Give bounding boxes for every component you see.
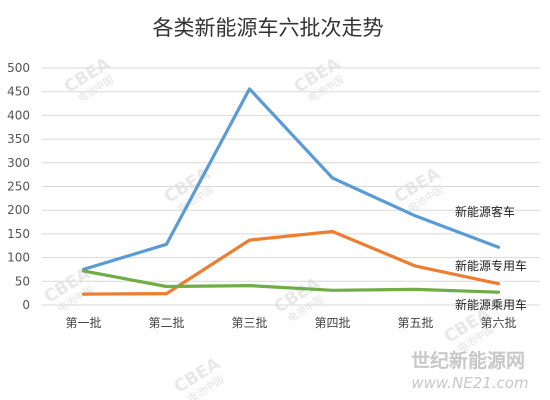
corner-watermark-title: 世纪新能源网: [411, 349, 525, 372]
y-tick-label: 200: [7, 203, 30, 217]
series-label-3: 新能源乘用车: [455, 297, 527, 312]
corner-watermark: 世纪新能源网 www.NE21.com: [411, 349, 529, 392]
y-tick-label: 100: [7, 251, 30, 265]
y-tick-label: 300: [7, 156, 30, 170]
series-label-1: 新能源客车: [455, 204, 515, 219]
grid-layer: [42, 67, 540, 306]
x-axis: 第一批 第二批 第三批 第四批 第五批 第六批: [65, 315, 516, 330]
y-tick-label: 500: [7, 61, 30, 75]
y-tick-label: 250: [7, 180, 30, 194]
series-line-1: [81, 87, 501, 271]
x-category-label: 第二批: [148, 315, 184, 330]
y-tick-label: 400: [7, 108, 30, 122]
y-tick-label: 50: [15, 274, 30, 288]
x-category-label: 第四批: [314, 315, 350, 330]
series-line-3: [81, 269, 501, 294]
x-category-label: 第六批: [480, 315, 516, 330]
series-layer: [81, 87, 501, 296]
y-tick-label: 0: [22, 298, 30, 312]
y-tick-label: 350: [7, 132, 30, 146]
y-tick-label: 450: [7, 85, 30, 99]
series-label-2: 新能源专用车: [455, 258, 527, 273]
chart-title: 各类新能源车六批次走势: [153, 16, 384, 40]
series-line-2: [81, 229, 501, 296]
x-category-label: 第五批: [397, 315, 433, 330]
x-category-label: 第三批: [231, 315, 267, 330]
y-tick-label: 150: [7, 227, 30, 241]
corner-watermark-url: www.NE21.com: [411, 374, 528, 392]
x-category-label: 第一批: [65, 315, 101, 330]
y-axis: 0 50 100 150 200 250 300 350 400 450 500: [7, 61, 30, 312]
